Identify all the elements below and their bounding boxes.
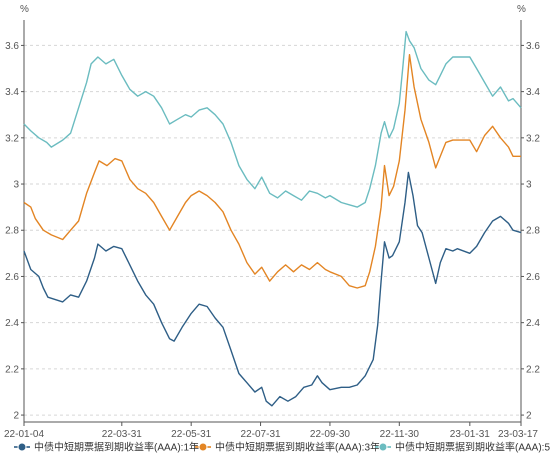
y-ticks: 2 2 2.2 2.2 2.4 2.4 2.6 2.6 2.8 2.8 3 3 3.2 3.2 3.4 3.4… xyxy=(5,41,540,422)
y-tick-label-left: 2.4 xyxy=(5,318,19,329)
y-tick-label-left: 3 xyxy=(13,180,19,191)
series-lines xyxy=(23,30,522,407)
y-tick-label-right: 2.4 xyxy=(526,318,540,329)
left-unit-label: % xyxy=(20,4,29,15)
legend-label-3: 中债中短期票据到期收益率(AAA):5年 xyxy=(395,441,550,454)
right-unit-label: % xyxy=(517,4,526,15)
y-tick-label-right: 3.4 xyxy=(526,87,540,98)
x-ticks: 22-01-04 22-03-31 22-05-31 22-07-31 22-09-30… xyxy=(4,422,538,440)
y-tick-label-right: 3.6 xyxy=(526,41,540,52)
legend-label-2: 中债中短期票据到期收益率(AAA):3年 xyxy=(215,441,380,454)
axes: % % xyxy=(20,4,526,423)
legend-marker-1 xyxy=(17,442,27,452)
y-tick-label-right: 3 xyxy=(526,180,532,191)
y-tick-label-right: 3.2 xyxy=(526,133,540,144)
x-tick-label: 22-07-31 xyxy=(241,429,281,440)
y-tick-label-left: 3.2 xyxy=(5,133,19,144)
y-tick-label-left: 2.2 xyxy=(5,364,19,375)
y-tick-label-left: 3.4 xyxy=(5,87,19,98)
grid-lines xyxy=(24,44,521,416)
x-tick-label: 23-01-31 xyxy=(450,429,490,440)
legend-marker-2 xyxy=(198,442,208,452)
legend-marker-3 xyxy=(378,442,388,452)
series-line-3 xyxy=(23,30,522,208)
x-tick-label: 22-03-31 xyxy=(102,429,142,440)
y-tick-label-left: 2.8 xyxy=(5,226,19,237)
series-line-1 xyxy=(23,171,522,407)
y-tick-label-left: 2 xyxy=(13,411,19,422)
series-line-2 xyxy=(23,54,521,289)
y-tick-label-right: 2.8 xyxy=(526,226,540,237)
x-tick-label: 22-11-30 xyxy=(380,429,420,440)
y-tick-label-right: 2.2 xyxy=(526,364,540,375)
y-tick-label-left: 2.6 xyxy=(5,272,19,283)
x-tick-label: 22-09-30 xyxy=(310,429,350,440)
x-tick-label: 22-05-31 xyxy=(171,429,211,440)
y-tick-label-left: 3.6 xyxy=(5,41,19,52)
y-tick-label-right: 2 xyxy=(526,411,532,422)
x-tick-label: 23-03-17 xyxy=(498,429,538,440)
legend: 中债中短期票据到期收益率(AAA):1年 中债中短期票据到期收益率(AAA):3年… xyxy=(14,441,550,454)
y-tick-label-right: 2.6 xyxy=(526,272,540,283)
x-tick-label: 22-01-04 xyxy=(4,429,44,440)
legend-label-1: 中债中短期票据到期收益率(AAA):1年 xyxy=(34,441,199,454)
